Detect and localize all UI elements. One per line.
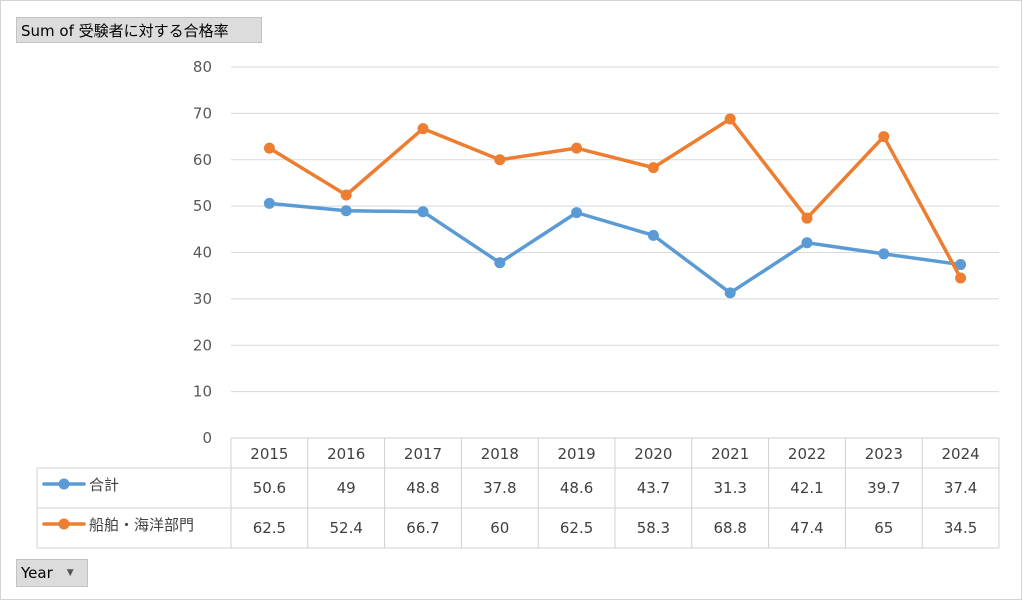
y-tick-label: 40 xyxy=(193,244,212,262)
data-point xyxy=(340,189,352,201)
x-tick-label: 2019 xyxy=(558,445,596,463)
data-table-value: 68.8 xyxy=(713,519,746,537)
y-tick-label: 60 xyxy=(193,151,212,169)
legend-label: 合計 xyxy=(89,476,119,494)
x-tick-label: 2023 xyxy=(865,445,903,463)
data-point xyxy=(417,206,429,218)
data-table-value: 47.4 xyxy=(790,519,823,537)
data-table-value: 37.8 xyxy=(483,479,516,497)
data-table-value: 39.7 xyxy=(867,479,900,497)
data-point xyxy=(263,197,275,209)
y-tick-label: 10 xyxy=(193,383,212,401)
data-table-value: 34.5 xyxy=(944,519,977,537)
data-table-value: 66.7 xyxy=(406,519,439,537)
data-point xyxy=(494,154,506,166)
value-field-label: Sum of 受験者に対する合格率 xyxy=(21,21,229,40)
x-tick-label: 2022 xyxy=(788,445,826,463)
data-point xyxy=(801,212,813,224)
x-tick-label: 2020 xyxy=(634,445,672,463)
data-point xyxy=(955,272,967,284)
x-tick-label: 2016 xyxy=(327,445,365,463)
data-table-value: 62.5 xyxy=(560,519,593,537)
data-point xyxy=(724,113,736,125)
data-point xyxy=(494,257,506,269)
year-field-button[interactable]: Year ▼ xyxy=(16,559,88,587)
legend-key-marker xyxy=(58,478,70,490)
data-table-value: 43.7 xyxy=(637,479,670,497)
data-table-value: 58.3 xyxy=(637,519,670,537)
data-table-value: 42.1 xyxy=(790,479,823,497)
legend-key-marker xyxy=(58,518,70,530)
data-table-value: 65 xyxy=(874,519,893,537)
data-table-value: 37.4 xyxy=(944,479,977,497)
data-table-value: 31.3 xyxy=(713,479,746,497)
legend-label: 船舶・海洋部門 xyxy=(89,516,194,534)
series-line xyxy=(267,201,963,295)
data-point xyxy=(571,142,583,154)
x-tick-label: 2018 xyxy=(481,445,519,463)
data-point xyxy=(724,287,736,299)
data-point xyxy=(417,123,429,135)
data-table-value: 48.6 xyxy=(560,479,593,497)
data-point xyxy=(263,142,275,154)
y-tick-label: 30 xyxy=(193,290,212,308)
x-tick-label: 2021 xyxy=(711,445,749,463)
data-table-value: 62.5 xyxy=(253,519,286,537)
data-point xyxy=(878,248,890,260)
series-line xyxy=(267,117,963,280)
y-tick-label: 80 xyxy=(193,58,212,76)
data-table-value: 50.6 xyxy=(253,479,286,497)
y-tick-label: 20 xyxy=(193,336,212,354)
data-point xyxy=(801,237,813,249)
data-table-value: 60 xyxy=(490,519,509,537)
data-table-value: 49 xyxy=(337,479,356,497)
data-point xyxy=(647,229,659,241)
y-tick-label: 70 xyxy=(193,104,212,122)
data-point xyxy=(571,207,583,219)
x-tick-label: 2015 xyxy=(250,445,288,463)
data-table-value: 48.8 xyxy=(406,479,439,497)
x-tick-label: 2017 xyxy=(404,445,442,463)
x-tick-label: 2024 xyxy=(942,445,980,463)
data-point xyxy=(955,259,967,271)
value-field-button[interactable]: Sum of 受験者に対する合格率 xyxy=(16,17,262,43)
y-tick-label: 0 xyxy=(202,429,212,447)
data-point xyxy=(340,205,352,217)
y-tick-label: 50 xyxy=(193,197,212,215)
data-table-value: 52.4 xyxy=(329,519,362,537)
data-point xyxy=(647,162,659,174)
data-point xyxy=(878,131,890,143)
dropdown-arrow-icon[interactable]: ▼ xyxy=(66,568,74,578)
year-field-label: Year xyxy=(21,564,53,582)
